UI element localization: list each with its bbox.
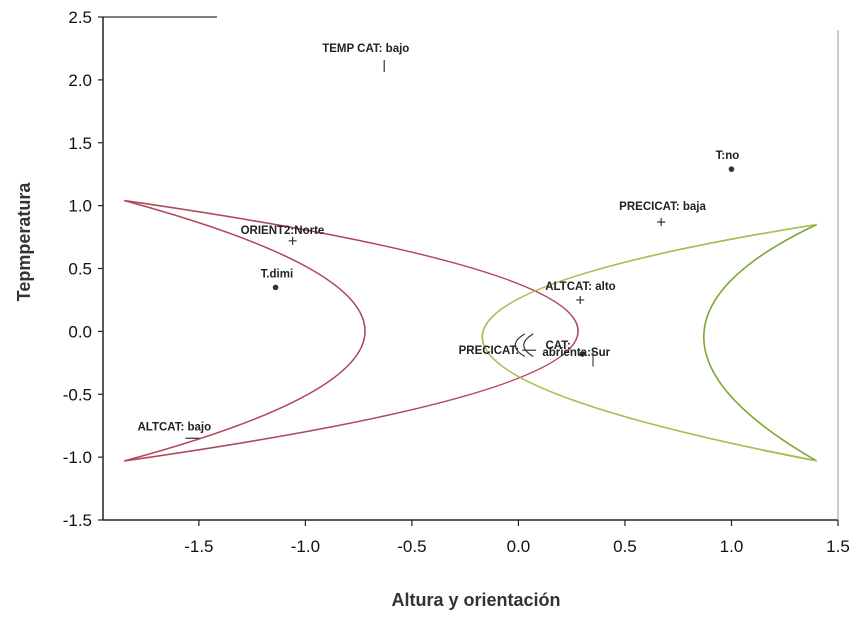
data-point: CAT:	[545, 340, 570, 352]
data-point: T.dimi	[261, 268, 294, 291]
x-tick-label: -1.0	[291, 537, 320, 556]
point-marker	[579, 351, 586, 357]
x-tick-label: 0.5	[613, 537, 637, 556]
point-label: TEMP CAT: bajo	[322, 43, 409, 55]
data-point: abrienta:Sur	[542, 347, 610, 359]
data-point: ORIENT2:Norte	[241, 225, 325, 245]
crescent-mark	[514, 333, 526, 358]
boundary-curve-outer	[124, 199, 579, 462]
y-tick-label: 0.0	[68, 322, 92, 341]
point-label: T.dimi	[261, 268, 294, 280]
point-label: PRECICAT: baja	[619, 201, 706, 213]
data-point: PRECICAT:	[459, 345, 537, 357]
x-tick-label: 1.0	[720, 537, 744, 556]
crescent-mark	[523, 333, 534, 358]
point-label: abrienta:Sur	[542, 347, 610, 359]
tick-layer: -1.5 -1.0 -0.5 0.0 0.5 1.0 1.5 2.5 2.0 1.5 1.0 0.5 0…	[63, 8, 850, 556]
data-point: T:no	[716, 150, 740, 172]
point-label: T:no	[716, 150, 740, 162]
point-label: ALTCAT: bajo	[137, 421, 211, 433]
data-point: PRECICAT: baja	[619, 201, 706, 226]
boundary-curve-inner	[124, 199, 366, 462]
boundary-curve-inner	[703, 223, 818, 462]
point-label: ORIENT2:Norte	[241, 225, 325, 237]
point-marker	[728, 166, 735, 172]
y-axis-title: Tepmperatura	[14, 182, 34, 302]
y-tick-label: 2.5	[68, 8, 92, 27]
point-marker	[272, 284, 279, 291]
x-tick-label: -1.5	[184, 537, 213, 556]
y-tick-label: -1.5	[63, 511, 92, 530]
y-tick-label: 0.5	[68, 260, 92, 279]
y-tick-label: 1.0	[68, 197, 92, 216]
y-tick-label: 1.5	[68, 134, 92, 153]
x-tick-label: 0.0	[507, 537, 531, 556]
y-tick-label: -1.0	[63, 448, 92, 467]
curve-layer	[124, 199, 818, 462]
point-marker	[576, 295, 585, 304]
boundary-curve-outer	[481, 223, 817, 462]
y-tick-label: -0.5	[63, 385, 92, 404]
x-tick-label: -0.5	[397, 537, 426, 556]
point-layer: TEMP CAT: bajo T:no PRECICAT: baja ORIENT2:…	[137, 43, 740, 439]
point-label: PRECICAT:	[459, 345, 519, 357]
data-point: TEMP CAT: bajo	[322, 43, 409, 73]
data-point: ALTCAT: bajo	[137, 421, 211, 439]
y-tick-label: 2.0	[68, 71, 92, 90]
x-tick-label: 1.5	[826, 537, 850, 556]
x-axis-title: Altura y orientación	[391, 590, 560, 610]
boundary-curve-highlight	[481, 224, 817, 462]
point-marker	[288, 236, 297, 245]
data-point: ALTCAT: alto	[545, 281, 616, 304]
point-marker	[657, 217, 666, 226]
point-label: CAT:	[545, 340, 570, 352]
point-label: ALTCAT: alto	[545, 281, 615, 293]
